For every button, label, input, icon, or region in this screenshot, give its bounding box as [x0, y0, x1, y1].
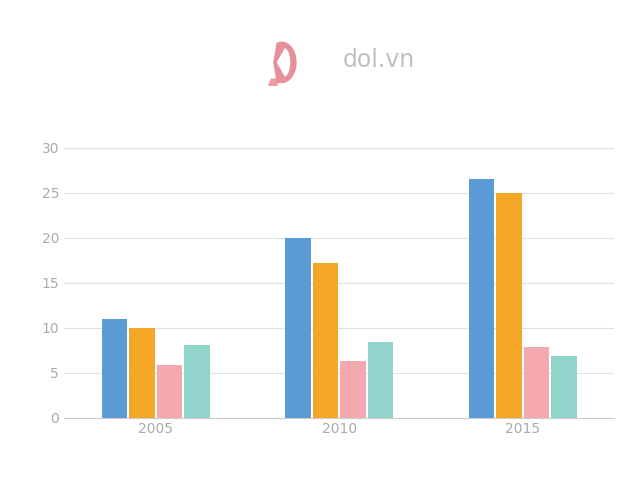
Bar — [285, 238, 310, 418]
Polygon shape — [269, 79, 279, 85]
Text: dol.vn: dol.vn — [342, 48, 415, 72]
Polygon shape — [278, 49, 289, 76]
Bar — [496, 192, 522, 418]
Bar — [157, 365, 182, 418]
Bar — [368, 342, 393, 418]
Bar — [340, 361, 365, 418]
Bar — [184, 345, 210, 418]
Bar — [524, 348, 549, 418]
Legend: GUITAR, PIANO, DRUM, VIOLIN: GUITAR, PIANO, DRUM, VIOLIN — [191, 475, 487, 480]
Bar — [551, 356, 577, 418]
Polygon shape — [274, 42, 296, 83]
Bar — [313, 263, 338, 418]
Bar — [468, 179, 494, 418]
Bar — [102, 319, 127, 418]
Bar — [129, 327, 155, 418]
